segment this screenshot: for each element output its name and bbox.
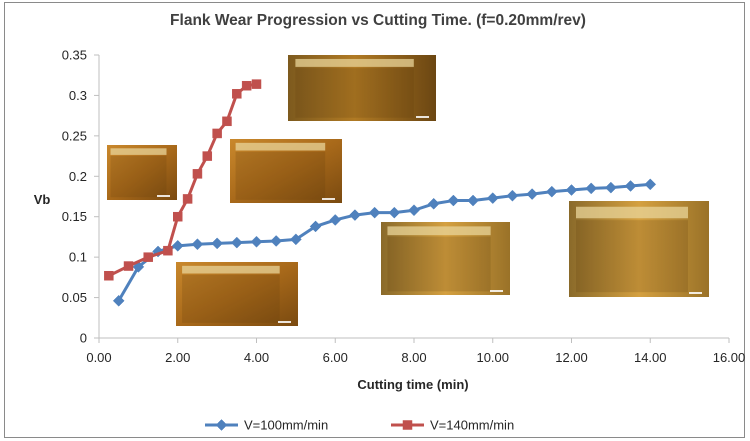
tick-marks [94,54,730,343]
legend-swatch-marker [215,419,228,431]
data-point [526,188,538,200]
scale-bar [416,116,429,118]
wear-band [110,148,167,155]
data-point [222,116,232,127]
x-tick-label: 2.00 [165,350,190,365]
x-tick-label: 16.00 [713,350,746,365]
tool-body [387,236,491,292]
data-point [309,220,322,233]
wear-band [387,226,491,236]
wear-photo-4 [176,262,298,326]
x-axis-title: Cutting time (min) [357,377,468,392]
data-point [241,80,252,91]
wear-photo-3 [230,139,342,203]
data-point [211,237,223,250]
y-tick-label: 0.3 [69,88,87,103]
wear-band [235,142,326,151]
series-2 [104,79,262,281]
legend-item-1: V=100mm/min [205,418,328,433]
y-tick-label: 0.35 [62,48,87,63]
y-tick-label: 0.1 [69,250,87,265]
wear-band [295,58,414,67]
y-axis-title: Vb [34,192,51,207]
y-tick-label: 0 [80,331,87,346]
wear-photos [107,55,709,326]
data-point [250,235,263,248]
tool-body [576,220,688,293]
chart-title: Flank Wear Progression vs Cutting Time. … [170,12,586,29]
data-point [447,194,460,207]
data-point [104,270,114,281]
scale-bar [278,321,291,323]
data-point [565,184,578,196]
data-point [191,238,204,251]
data-point [605,181,617,194]
data-point [202,151,213,161]
data-point [290,233,302,246]
legend-item-2: V=140mm/min [391,418,514,433]
x-tick-label: 4.00 [244,350,269,365]
x-tick-label: 8.00 [401,350,426,365]
data-point [545,185,558,198]
data-point [585,182,598,195]
x-tick-label: 10.00 [476,350,509,365]
data-point [182,194,193,204]
legend-label: V=140mm/min [430,418,514,433]
data-point [230,236,243,249]
y-tick-label: 0.2 [69,169,87,184]
data-point [143,252,153,262]
scale-bar [689,292,702,294]
y-tick-label: 0.25 [62,128,87,143]
data-point [644,178,657,191]
data-point [368,206,381,219]
scale-bar [490,290,503,292]
data-point [163,245,173,256]
y-tick-label: 0.05 [62,290,87,305]
wear-photo-2 [107,145,177,200]
y-tick-label: 0.15 [62,209,87,224]
series-line-1 [117,182,651,302]
x-tick-label: 0.00 [86,350,111,365]
data-point [112,294,125,307]
x-tick-labels: 0.00 2.00 4.00 6.00 8.00 10.00 12.00 14.00 16.00 [86,350,745,365]
series-1 [112,178,657,307]
tool-body [110,156,167,198]
data-point [173,211,183,222]
data-point [486,192,499,204]
data-point [467,194,479,207]
data-point [427,197,440,210]
tool-body [235,151,326,200]
data-point [123,261,134,271]
data-point [388,206,401,219]
data-point [329,214,342,226]
wear-band [576,206,688,219]
legend: V=100mm/min V=140mm/min [205,418,514,433]
data-point [251,79,262,89]
scale-bar [157,195,170,197]
wear-photo-1 [288,55,436,121]
x-tick-label: 14.00 [634,350,667,365]
x-tick-label: 6.00 [323,350,348,365]
data-point [212,128,222,139]
legend-swatch-marker [402,420,413,430]
data-point [192,169,203,179]
legend-label: V=100mm/min [244,418,328,433]
wear-photo-6 [569,201,709,297]
x-tick-label: 12.00 [555,350,588,365]
data-point [232,89,242,99]
data-point [506,189,519,202]
tool-body [295,68,414,118]
data-point [270,235,283,247]
wear-band [182,265,280,274]
wear-photo-5 [381,222,510,295]
data-point [349,209,361,221]
scale-bar [322,198,335,200]
tool-body [182,274,280,323]
series-layer [104,79,657,307]
data-point [624,180,637,192]
data-point [408,204,420,217]
y-tick-labels: 0 0.05 0.1 0.15 0.2 0.25 0.3 0.35 [62,48,87,346]
data-point [171,239,184,252]
